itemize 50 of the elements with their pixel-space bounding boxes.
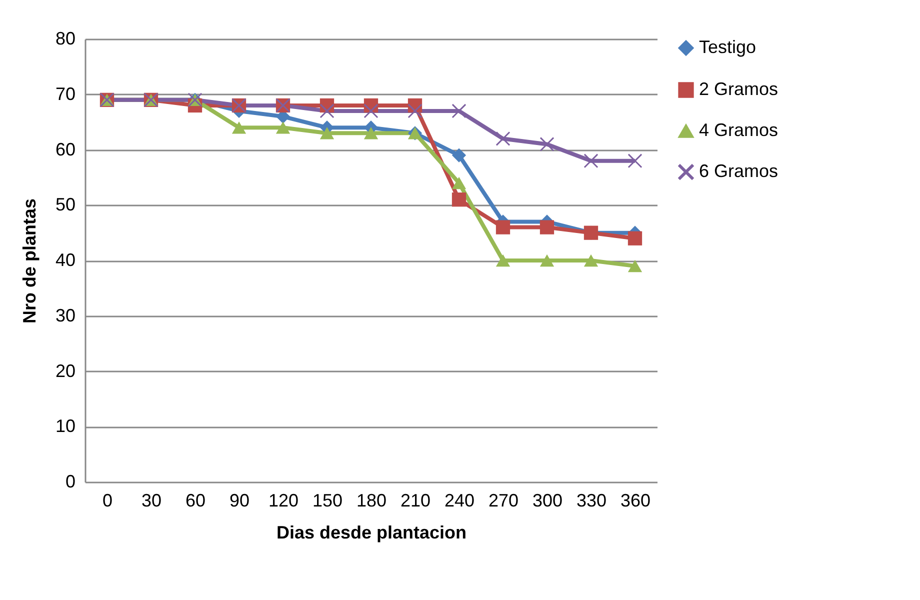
point	[628, 231, 642, 246]
legend-label: 6 Gramos	[699, 161, 778, 181]
point	[540, 137, 554, 152]
x-tick-label: 210	[400, 490, 431, 510]
y-tick-label: 60	[55, 139, 76, 160]
legend-label: 4 Gramos	[699, 120, 778, 140]
point	[452, 192, 466, 207]
point	[540, 254, 554, 267]
point	[320, 127, 334, 140]
point	[628, 260, 642, 272]
legend-label: Testigo	[699, 37, 756, 57]
x-tick-label: 0	[102, 490, 113, 510]
y-tick-label: 80	[55, 28, 76, 48]
point	[364, 104, 378, 118]
y-tick-label: 10	[55, 416, 76, 436]
point	[452, 148, 466, 162]
y-axis-title: Nro de plantas	[19, 198, 40, 324]
legend-label: 2 Gramos	[699, 79, 778, 99]
point	[364, 127, 378, 140]
x-tick-label: 30	[141, 490, 162, 510]
x-tick-label: 180	[356, 490, 387, 510]
point	[584, 254, 598, 267]
x-tick-label: 360	[620, 490, 651, 510]
y-tick-label: 70	[55, 84, 76, 104]
y-tick-label: 30	[55, 305, 76, 326]
x-tick-label: 300	[532, 490, 563, 510]
point	[496, 254, 510, 267]
y-tick-label: 40	[55, 250, 76, 270]
point	[232, 121, 246, 134]
point	[408, 104, 422, 118]
point	[320, 104, 334, 118]
x-tick-label: 240	[444, 490, 475, 510]
point	[452, 104, 466, 118]
x-tick-label: 270	[488, 490, 519, 510]
point	[584, 154, 598, 168]
y-tick-label: 50	[55, 194, 76, 215]
x-axis-title: Dias desde plantacion	[276, 522, 467, 542]
point	[496, 132, 510, 146]
point	[540, 220, 554, 234]
point	[452, 176, 466, 190]
x-tick-label: 60	[185, 490, 206, 510]
point	[496, 220, 510, 234]
y-tick-label: 0	[65, 472, 76, 492]
point	[276, 121, 290, 134]
x-tick-label: 330	[576, 490, 607, 510]
x-tick-label: 150	[312, 490, 343, 510]
y-tick-label: 20	[55, 360, 76, 381]
point	[628, 154, 642, 168]
x-tick-label: 120	[268, 490, 299, 510]
x-tick-label: 90	[229, 490, 250, 510]
